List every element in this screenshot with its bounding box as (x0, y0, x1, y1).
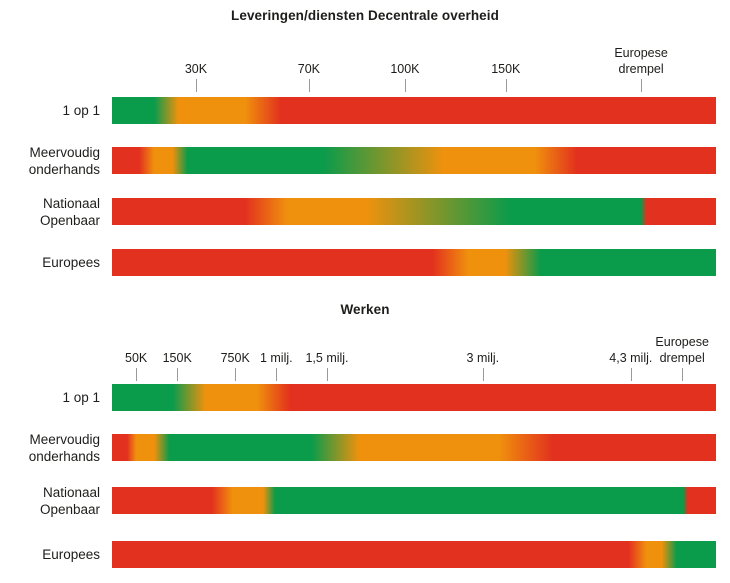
axis-tick-mark (404, 79, 406, 92)
procedure-gradient-bar (112, 198, 716, 225)
row-label: Meervoudig onderhands (28, 144, 100, 177)
axis-tick-label: Europese drempel (655, 335, 709, 365)
axis-tick-label: 750K (220, 351, 250, 365)
axis-tick-mark (482, 368, 484, 381)
axis-tick-label: 3 milj. (466, 351, 500, 365)
row-label: Europees (42, 255, 100, 270)
procedure-gradient-bar (112, 147, 716, 174)
row-label: 1 op 1 (62, 390, 100, 405)
procedure-gradient-bar (112, 541, 716, 568)
chart-title: Werken (340, 302, 390, 317)
axis-tick-mark (195, 79, 197, 92)
procedure-gradient-bar (112, 384, 716, 411)
procedure-gradient-bar (112, 97, 716, 124)
axis-tick-mark (630, 368, 632, 381)
procedure-gradient-bar (112, 434, 716, 461)
axis-tick-mark (308, 79, 310, 92)
axis-tick-label: 150K (491, 62, 521, 76)
axis-tick-label: 150K (162, 351, 192, 365)
procedure-gradient-bar (112, 487, 716, 514)
axis-tick-label: Europese drempel (614, 46, 668, 76)
axis-tick-label: 1 milj. (259, 351, 293, 365)
axis-tick-mark (682, 368, 684, 381)
row-label: Meervoudig onderhands (28, 431, 100, 464)
row-label: Nationaal Openbaar (39, 484, 100, 517)
axis-tick-label: 1,5 milj. (305, 351, 349, 365)
axis-tick-label: 30K (184, 62, 208, 76)
axis-tick-label: 4,3 milj. (609, 351, 653, 365)
axis-tick-mark (276, 368, 278, 381)
axis-tick-mark (505, 79, 507, 92)
axis-tick-mark (235, 368, 237, 381)
row-label: Nationaal Openbaar (39, 195, 100, 228)
chart-werken: Werken 50K 150K 750K 1 milj. 1,5 milj. 3 milj… (0, 295, 730, 583)
chart-title: Leveringen/diensten Decentrale overheid (231, 8, 499, 23)
axis-tick-mark (327, 368, 329, 381)
axis-tick-mark (641, 79, 643, 92)
row-label: 1 op 1 (62, 103, 100, 118)
axis-tick-mark (177, 368, 179, 381)
axis-tick-label: 50K (125, 351, 148, 365)
procedure-gradient-bar (112, 249, 716, 276)
axis-tick-mark (136, 368, 138, 381)
chart-leveringen-diensten: Leveringen/diensten Decentrale overheid … (28, 8, 716, 276)
axis-tick-label: 100K (390, 62, 420, 76)
row-label: Europees (42, 547, 100, 562)
axis-tick-label: 70K (297, 62, 321, 76)
